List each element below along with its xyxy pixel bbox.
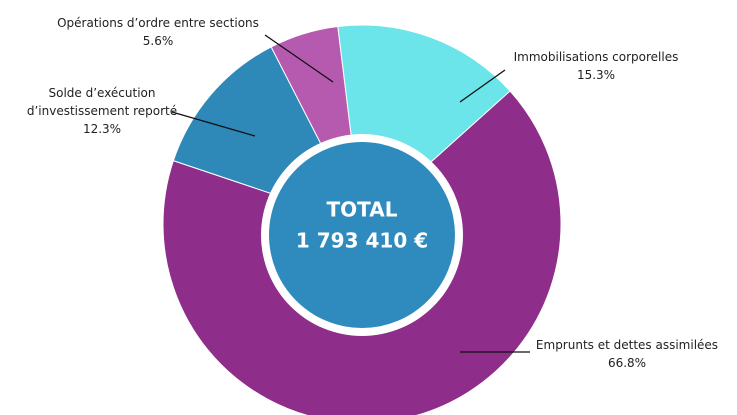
leaders <box>171 34 530 353</box>
value-label: 5.6% <box>142 34 174 48</box>
slice-label: Emprunts et dettes assimilées 66.8% <box>527 336 727 372</box>
leader-line <box>264 34 334 83</box>
category-label: Emprunts et dettes assimilées <box>535 338 719 352</box>
category-label: Opérations d’ordre entre sections <box>57 16 259 30</box>
slice-label: Solde d’exécution d’investissement repor… <box>17 84 187 138</box>
leader-line <box>171 111 256 137</box>
leader-line <box>459 69 506 103</box>
slice-label: Immobilisations corporelles 15.3% <box>496 48 696 84</box>
center-title: TOTAL <box>327 198 398 222</box>
value-label: 15.3% <box>576 68 616 82</box>
center-circle <box>269 142 455 328</box>
value-label: 66.8% <box>607 356 647 370</box>
value-label: 12.3% <box>82 122 122 136</box>
center-total: 1 793 410 € <box>296 229 428 253</box>
slice-label: Opérations d’ordre entre sections 5.6% <box>33 14 283 50</box>
category-label: Solde d’exécution d’investissement repor… <box>26 86 178 118</box>
category-label: Immobilisations corporelles <box>513 50 679 64</box>
